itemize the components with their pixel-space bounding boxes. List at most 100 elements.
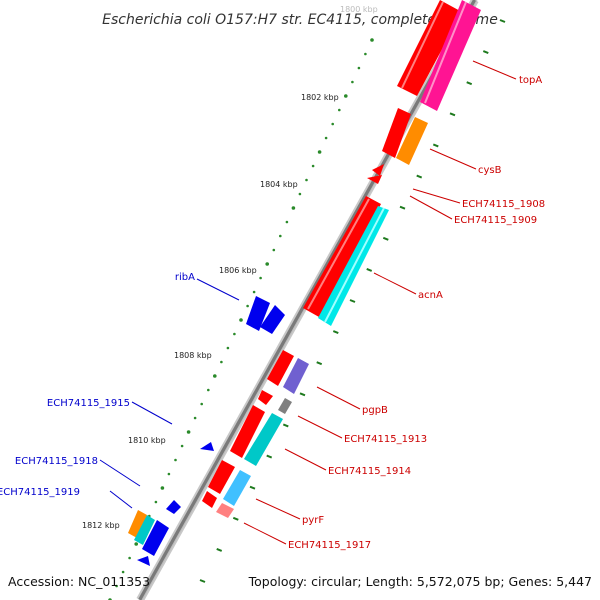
inner-tick — [232, 516, 239, 521]
scale-dot — [213, 374, 217, 378]
tick-label: 1802 kbp — [301, 93, 339, 102]
scale-dot — [344, 94, 348, 98]
scale-dot — [115, 584, 118, 588]
accession-text: Accession: NC_011353 — [8, 574, 150, 589]
scale-dot — [272, 248, 276, 252]
gene-ECH74115_1914-cds[interactable] — [244, 413, 283, 466]
scale-dot — [285, 220, 289, 224]
gene-pyrF[interactable] — [208, 460, 235, 494]
gene-label-acnA[interactable]: acnA — [418, 290, 443, 301]
inner-tick — [249, 485, 256, 490]
gene-small-rev[interactable] — [137, 556, 150, 566]
gene-pyrF-cds[interactable] — [223, 470, 251, 506]
gene-pgpB[interactable] — [267, 350, 294, 386]
scale-dot — [200, 402, 203, 406]
scale-dot — [134, 542, 138, 546]
inner-tick — [399, 205, 406, 210]
scale-dot — [154, 500, 158, 504]
inner-tick — [332, 330, 339, 335]
scale-dot — [167, 472, 171, 476]
gene-ribA[interactable] — [246, 296, 270, 331]
inner-ticks — [199, 19, 506, 583]
gene-topA-cds[interactable] — [420, 0, 481, 111]
gene-pgpB-cds[interactable] — [283, 358, 309, 394]
gene-cysB[interactable] — [382, 108, 411, 158]
gene-ECH74115_1915[interactable] — [200, 442, 214, 451]
gene-ECH74115_1909[interactable] — [367, 175, 382, 184]
scale-dot — [239, 318, 243, 322]
gene-label-ribA[interactable]: ribA — [175, 272, 195, 283]
scale-dot — [265, 262, 270, 266]
scale-dot — [246, 304, 249, 308]
gene-label-topA[interactable]: topA — [519, 75, 542, 86]
reverse-genes — [128, 296, 285, 566]
gene-label-ECH74115_1918[interactable]: ECH74115_1918 — [15, 456, 98, 467]
label-leaders — [99, 60, 517, 545]
gene-ECH74115_1918[interactable] — [166, 500, 181, 514]
gene-label-ECH74115_1917[interactable]: ECH74115_1917 — [288, 540, 371, 551]
gene-ECH74115_1908[interactable] — [372, 164, 384, 176]
gene-ribA-cds[interactable] — [260, 305, 285, 334]
scale-dot — [298, 192, 302, 196]
gene-ECH74115_1919[interactable] — [128, 510, 147, 538]
inner-tick — [349, 299, 356, 303]
scale-dot — [305, 178, 308, 182]
inner-tick — [382, 236, 389, 241]
scale-dot — [351, 80, 354, 84]
inner-tick — [266, 454, 273, 459]
forward-gene-labels: topA cysB ECH74115_1908 ECH74115_1909 ac… — [288, 75, 545, 551]
tick-label: 1808 kbp — [174, 351, 212, 360]
gene-label-ECH74115_1919[interactable]: ECH74115_1919 — [0, 487, 80, 498]
scale-dot — [291, 206, 296, 210]
scale-dot — [160, 486, 165, 490]
scale-dot — [279, 234, 282, 238]
gene-label-ECH74115_1914[interactable]: ECH74115_1914 — [328, 466, 411, 477]
scale-dot — [317, 150, 322, 154]
inner-tick — [316, 361, 323, 366]
gene-label-pyrF[interactable]: pyrF — [302, 515, 324, 526]
scale-dot — [128, 556, 131, 560]
tick-labels: 1800 kbp 1802 kbp 1804 kbp 1806 kbp 1808… — [82, 5, 378, 530]
gene-ECH74115_1913[interactable] — [258, 390, 273, 405]
gene-label-ECH74115_1909[interactable]: ECH74115_1909 — [454, 215, 537, 226]
map-title: Escherichia coli O157:H7 str. EC4115, co… — [102, 12, 498, 28]
gene-ECH74115_1919-cds[interactable] — [134, 515, 155, 545]
inner-tick — [432, 143, 439, 148]
gene-ECH74115_1913-cds[interactable] — [278, 398, 292, 414]
gene-label-cysB[interactable]: cysB — [478, 165, 502, 176]
scale-dot — [180, 444, 184, 448]
gene-cysB-cds[interactable] — [396, 117, 428, 165]
gene-topA[interactable] — [397, 0, 462, 96]
inner-tick — [366, 267, 373, 272]
scale-dot — [311, 164, 315, 168]
inner-tick — [449, 112, 456, 117]
inner-tick — [199, 579, 206, 583]
inner-tick — [466, 81, 473, 86]
inner-tick — [416, 174, 423, 179]
scale-dot — [259, 276, 262, 280]
scale-dot — [364, 52, 367, 56]
scale-dot — [338, 108, 341, 112]
gene-label-ECH74115_1913[interactable]: ECH74115_1913 — [344, 434, 427, 445]
forward-genes — [202, 0, 481, 518]
scale-dot — [331, 122, 335, 126]
gene-label-ECH74115_1908[interactable]: ECH74115_1908 — [462, 199, 545, 210]
genome-summary-text: Topology: circular; Length: 5,572,075 bp… — [248, 574, 592, 589]
gene-label-ECH74115_1915[interactable]: ECH74115_1915 — [47, 398, 130, 409]
gene-acnA[interactable] — [303, 196, 381, 317]
gene-ECH74115_1917-cds[interactable] — [216, 503, 234, 518]
scale-dot — [324, 136, 328, 140]
scale-dot — [370, 38, 374, 42]
gene-label-pgpB[interactable]: pgpB — [362, 405, 388, 416]
tick-label: 1806 kbp — [219, 266, 257, 275]
gene-ECH74115_1914[interactable] — [230, 405, 265, 458]
inner-tick — [482, 50, 489, 55]
scale-dot — [174, 458, 177, 462]
gene-ECH74115_1917[interactable] — [202, 491, 217, 508]
scale-dot — [121, 570, 125, 574]
scale-dot — [233, 332, 236, 336]
gene-ECH74115_1919-b[interactable] — [142, 520, 169, 556]
scale-dot — [193, 416, 197, 420]
scale-dot — [252, 290, 256, 294]
